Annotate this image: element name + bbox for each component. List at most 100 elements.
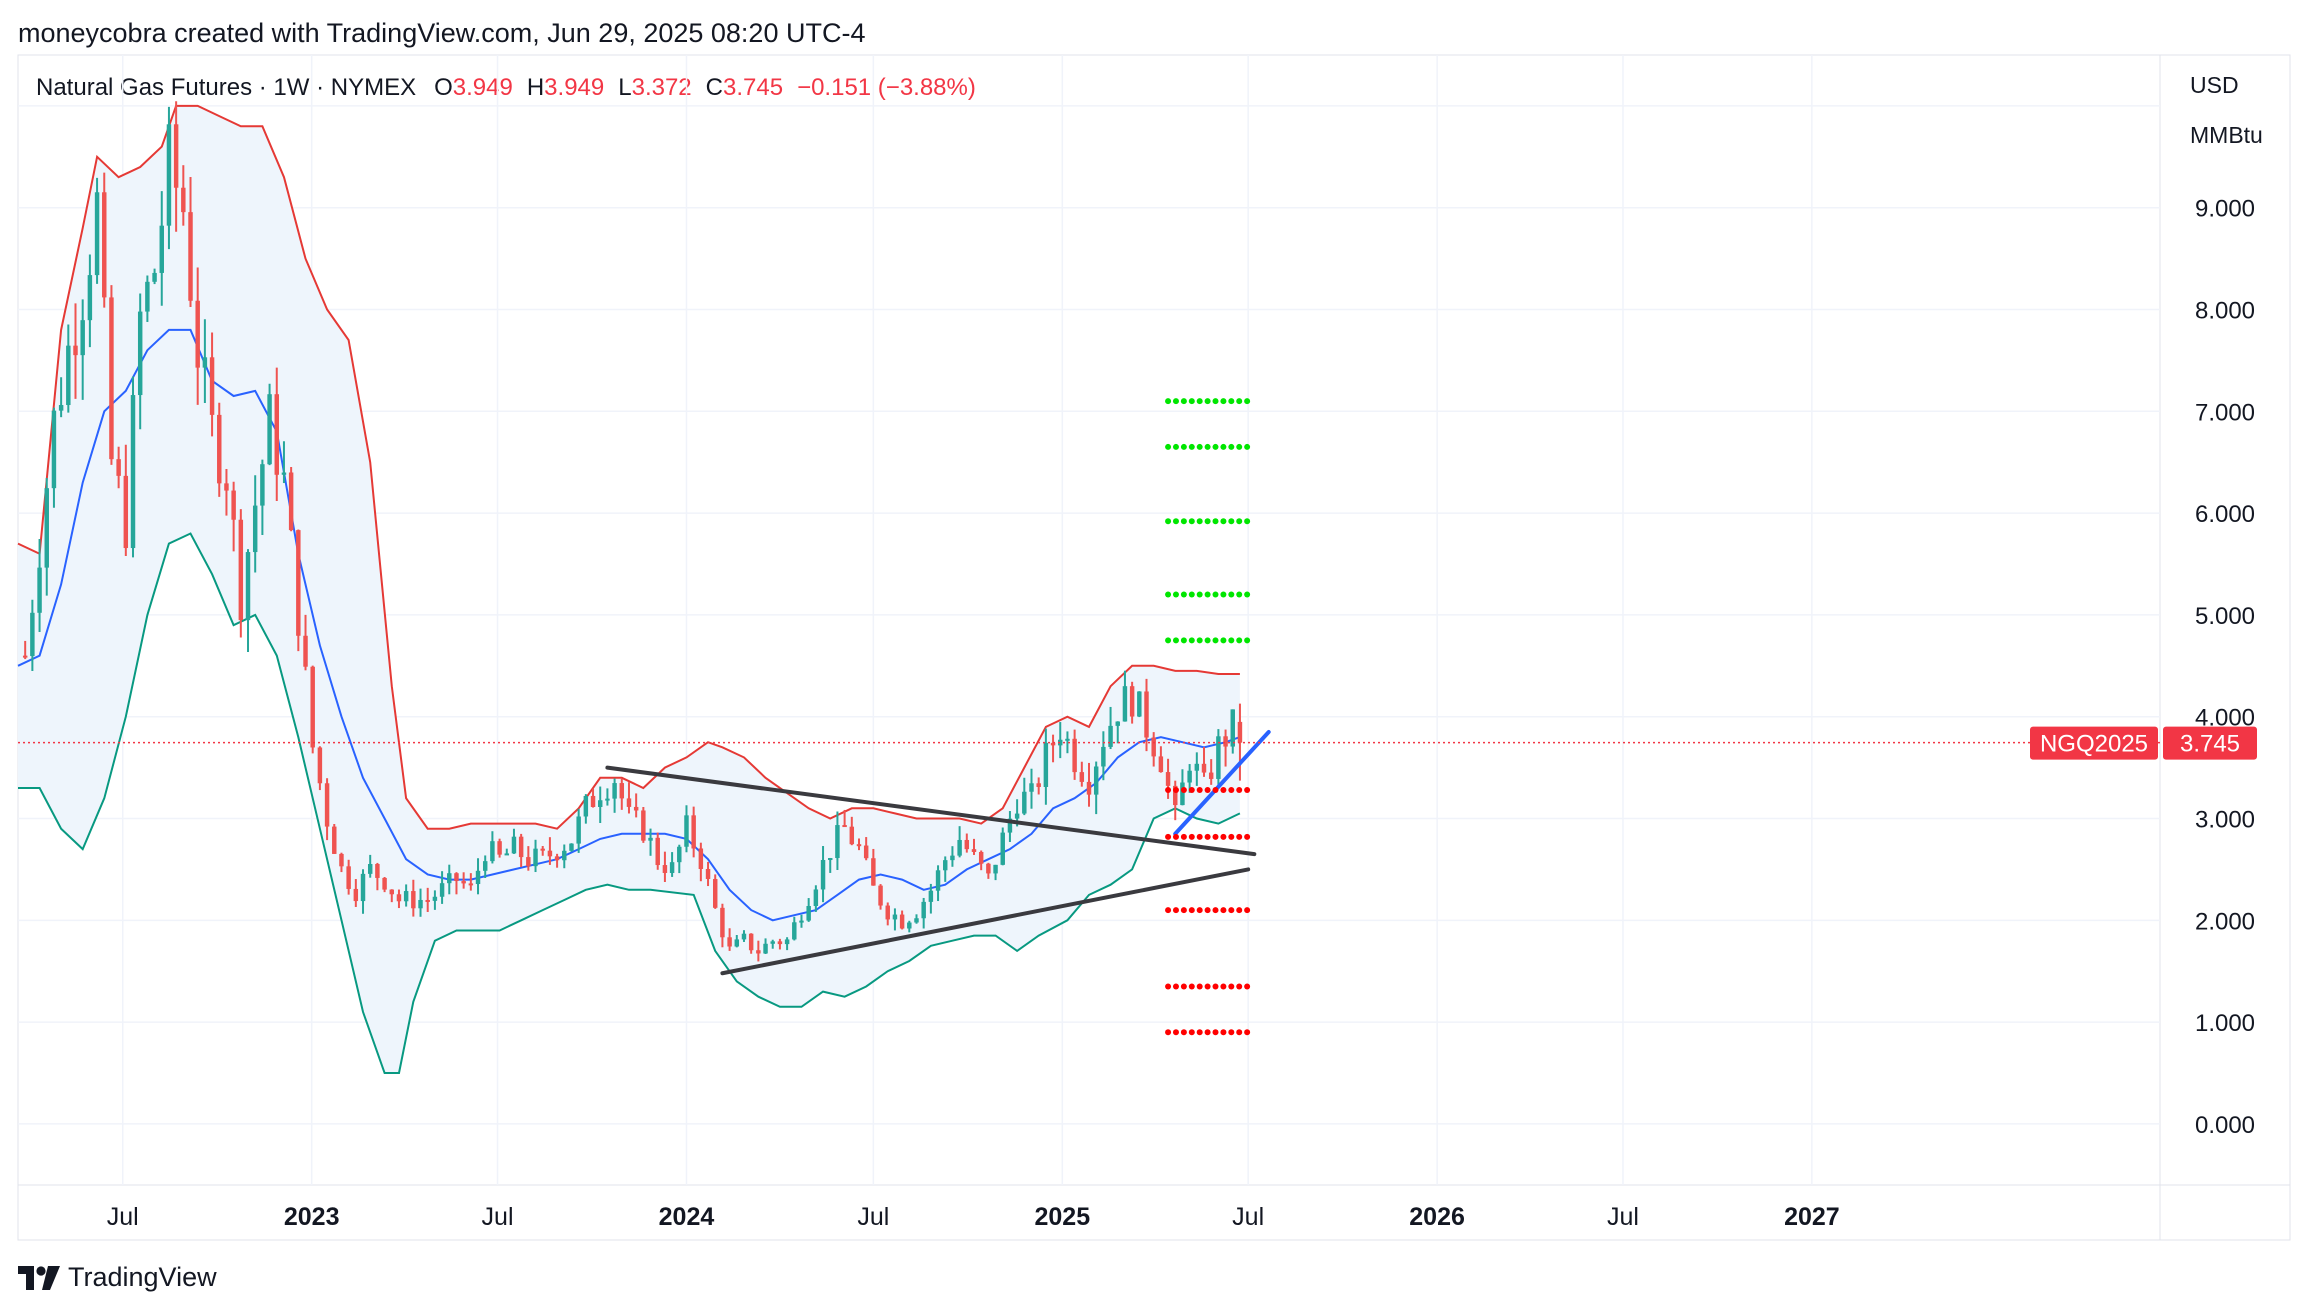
target-dot-up: [1220, 518, 1227, 525]
x-tick-label: 2026: [1409, 1203, 1465, 1231]
candle-body: [123, 475, 129, 549]
y-tick-label: 5.000: [2195, 603, 2255, 630]
x-tick-label: Jul: [1232, 1203, 1264, 1231]
target-dot-down: [1172, 787, 1179, 794]
low-value: 3.372: [631, 74, 692, 101]
candle-body: [935, 870, 941, 891]
target-dot-up: [1180, 591, 1187, 598]
target-dot-up: [1196, 637, 1203, 644]
target-dot-down: [1172, 833, 1179, 840]
candle-body: [475, 870, 481, 885]
target-dot-up: [1236, 518, 1243, 525]
candle-body: [1151, 737, 1156, 757]
target-dot-down: [1188, 1029, 1195, 1036]
target-dot-up: [1180, 443, 1187, 450]
candle-body: [403, 891, 409, 902]
brand-footer[interactable]: TradingView: [18, 1262, 217, 1293]
candle-body: [37, 567, 42, 613]
candle-body: [152, 272, 157, 282]
candle-body: [677, 846, 682, 863]
target-dot-up: [1204, 518, 1211, 525]
candle-body: [1223, 736, 1228, 747]
candle-body: [346, 866, 351, 889]
candle-body: [296, 530, 301, 636]
target-dot-down: [1165, 907, 1172, 914]
candle-body: [58, 405, 64, 411]
target-dot-down: [1228, 1029, 1235, 1036]
target-dot-down: [1244, 983, 1251, 990]
candle-body: [734, 939, 740, 947]
target-dot-up: [1244, 443, 1251, 450]
candle-body: [763, 943, 768, 954]
candle-body: [1086, 781, 1092, 795]
target-dot-up: [1172, 591, 1179, 598]
x-tick-label: 2023: [284, 1203, 340, 1231]
candle-body: [260, 464, 265, 506]
candle-body: [1029, 783, 1034, 792]
candle-body: [1187, 770, 1192, 783]
target-dot-down: [1165, 833, 1172, 840]
candle-body: [583, 795, 589, 817]
target-dot-up: [1196, 443, 1203, 450]
candle-body: [1237, 721, 1243, 743]
bollinger-band-fill: [18, 105, 1240, 1073]
price-tag-bg: [2163, 726, 2257, 760]
target-dot-up: [1244, 591, 1251, 598]
target-dot-up: [1172, 398, 1179, 405]
target-dot-down: [1204, 983, 1211, 990]
upper-band-line: [17, 104, 1240, 830]
unit-label[interactable]: MMBtu: [2190, 122, 2263, 148]
candle-body: [195, 300, 200, 368]
candle-body: [741, 933, 747, 940]
candle-body: [411, 891, 416, 909]
candle-body: [856, 844, 862, 847]
candle-body: [770, 941, 775, 944]
target-dot-down: [1236, 907, 1243, 914]
candle-body: [310, 666, 315, 748]
target-dot-down: [1236, 833, 1243, 840]
target-dot-down: [1244, 787, 1251, 794]
candle-body: [712, 878, 718, 908]
target-dot-up: [1228, 443, 1235, 450]
candle-body: [1058, 739, 1063, 746]
target-dot-up: [1165, 398, 1172, 405]
candle-body: [518, 836, 524, 858]
target-dot-down: [1228, 833, 1235, 840]
candle-body: [1115, 721, 1120, 726]
candle-body: [497, 841, 502, 855]
candle-body: [1093, 766, 1099, 795]
candle-body: [66, 345, 71, 406]
symbol-tag-label: NGQ2025: [2040, 731, 2148, 758]
symbol-title[interactable]: Natural Gas Futures · 1W · NYMEX: [36, 74, 417, 101]
candle-body: [756, 950, 761, 954]
candle-body: [648, 837, 653, 841]
target-dot-down: [1204, 907, 1211, 914]
candle-body: [418, 899, 423, 909]
unit-selector[interactable]: USD MMBtu: [2172, 58, 2284, 166]
candle-body: [339, 853, 344, 867]
candle-body: [447, 873, 452, 884]
target-dot-down: [1188, 907, 1195, 914]
y-tick-label: 8.000: [2195, 298, 2255, 325]
target-dot-down: [1236, 983, 1243, 990]
target-dot-up: [1180, 637, 1187, 644]
candle-body: [820, 859, 826, 890]
candle-body: [1065, 738, 1070, 741]
candle-body: [1173, 785, 1178, 806]
candle-body: [547, 850, 553, 857]
target-dot-up: [1204, 398, 1211, 405]
candle-body: [166, 124, 172, 226]
y-tick-label: 3.000: [2195, 807, 2255, 834]
target-dot-down: [1196, 833, 1203, 840]
candle-body: [720, 907, 725, 938]
candle-body: [1101, 746, 1106, 767]
candle-body: [971, 849, 977, 852]
candle-body: [22, 655, 28, 658]
target-dot-up: [1212, 637, 1219, 644]
x-tick-label: Jul: [1607, 1203, 1639, 1231]
candle-body: [1036, 783, 1041, 787]
currency-label[interactable]: USD: [2190, 72, 2239, 98]
candle-body: [1050, 742, 1056, 746]
candle-body: [490, 841, 495, 862]
